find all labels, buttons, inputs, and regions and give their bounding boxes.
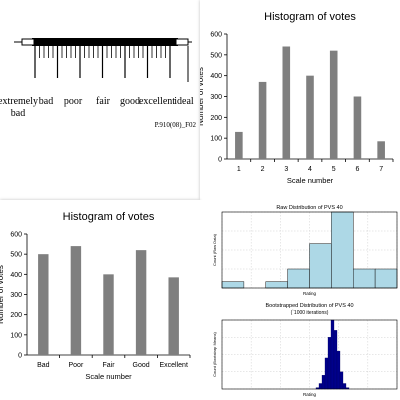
- y-tick-label: 100: [10, 332, 22, 339]
- bar: [309, 243, 332, 289]
- bar: [38, 254, 49, 355]
- histogram-categories-chart: Histogram of votes 0 100 200 300 400 500 600 Bad…: [0, 211, 191, 381]
- bar: [377, 141, 385, 159]
- scale-end-left: [21, 38, 35, 46]
- scale-label: poor: [64, 96, 83, 107]
- x-axis-label: Rating: [303, 291, 317, 296]
- bar: [321, 375, 326, 390]
- y-tick-label: 200: [210, 115, 222, 122]
- y-tick-label: 400: [10, 272, 22, 279]
- bar: [324, 357, 329, 390]
- y-axis-label: Number of votes: [0, 265, 5, 324]
- bar: [168, 277, 179, 355]
- x-tick-label: 7: [379, 166, 383, 173]
- bar: [336, 350, 341, 390]
- bar: [70, 246, 82, 355]
- x-tick-label: 1: [237, 166, 241, 173]
- y-tick-label: 600: [210, 32, 222, 39]
- y-axis-label: Number of votes: [200, 67, 205, 126]
- bar: [327, 337, 332, 390]
- raw-distribution-panel: Raw Distribution of PVS 40 Rating Count (R…: [200, 200, 400, 300]
- bar: [331, 211, 354, 289]
- bar: [353, 96, 362, 159]
- plot-frame: [221, 211, 398, 289]
- y-axis-label: Count (Raw Data): [212, 233, 217, 266]
- x-tick-label: Good: [133, 362, 150, 369]
- bar: [235, 131, 243, 159]
- bar: [318, 383, 323, 390]
- x-tick-label: 2: [261, 166, 265, 173]
- plot-frame: [221, 319, 398, 390]
- y-axis-label: Count (Bootstrap Means): [212, 331, 217, 376]
- bootstrapped-distribution-chart: Bootstrapped Distribution of PVS 40(`100…: [212, 303, 398, 397]
- scale-figure-code: P.910(08)_F02: [155, 121, 197, 129]
- y-tick-label: 500: [210, 52, 222, 59]
- rating-scale-panel: extremely bad bad poor fair good excellent idea…: [0, 0, 200, 185]
- y-tick-label: 200: [10, 312, 22, 319]
- histogram-scale-numbers-panel: Histogram of votes 0 100 200 300 400 500 600 1 2 3…: [200, 0, 400, 200]
- chart-title: Raw Distribution of PVS 40: [276, 205, 342, 211]
- x-tick-label: Excellent: [159, 362, 187, 369]
- x-tick-label: 5: [332, 166, 336, 173]
- bar: [353, 268, 376, 289]
- y-tick-label: 500: [10, 252, 22, 259]
- scale-label: extremely bad: [0, 96, 38, 119]
- y-tick-label: 600: [10, 232, 22, 239]
- bar: [333, 330, 338, 390]
- bar: [374, 268, 398, 289]
- bar: [221, 281, 245, 289]
- chart-title: Histogram of votes: [63, 211, 155, 223]
- y-tick-label: 400: [210, 73, 222, 80]
- x-tick-label: Bad: [37, 362, 50, 369]
- x-tick-label: 4: [308, 166, 312, 173]
- scale-end-right: [175, 38, 189, 46]
- y-tick-label: 300: [10, 292, 22, 299]
- x-tick-label: 6: [355, 166, 359, 173]
- x-axis-label: Rating: [303, 392, 317, 397]
- bar: [306, 75, 314, 159]
- scale-label: fair: [96, 96, 111, 107]
- bar: [103, 274, 114, 355]
- scale-label: excellent: [139, 96, 175, 107]
- bar: [330, 319, 335, 390]
- scale-bar: [32, 38, 178, 46]
- bar: [135, 250, 147, 355]
- bar: [258, 81, 267, 159]
- raw-distribution-chart: Raw Distribution of PVS 40 Rating Count (R…: [212, 205, 398, 296]
- scale-label: ideal: [174, 96, 194, 107]
- bar: [265, 281, 288, 289]
- x-tick-label: 3: [284, 166, 288, 173]
- y-tick-label: 300: [210, 94, 222, 101]
- x-tick-label: Fair: [102, 362, 115, 369]
- bar: [287, 268, 310, 289]
- x-axis-label: Scale number: [287, 176, 334, 185]
- scale-label: bad: [39, 96, 53, 107]
- bootstrapped-distribution-panel: Bootstrapped Distribution of PVS 40 (`100…: [200, 300, 400, 400]
- scale-label: good: [120, 96, 140, 107]
- bar: [282, 46, 291, 159]
- bar: [342, 383, 347, 390]
- y-tick-label: 0: [218, 157, 222, 164]
- chart-subtitle: (`1000 iterations): [291, 310, 329, 316]
- x-axis-label: Scale number: [85, 372, 132, 381]
- y-tick-label: 100: [210, 136, 222, 143]
- chart-title: Histogram of votes: [264, 11, 356, 23]
- bar: [339, 371, 344, 390]
- bar: [329, 50, 338, 159]
- y-tick-label: 0: [18, 353, 22, 360]
- x-tick-label: Poor: [69, 362, 84, 369]
- histogram-scale-numbers-chart: Histogram of votes 0 100 200 300 400 500 600 1 2 3…: [200, 11, 394, 185]
- chart-title: Bootstrapped Distribution of PVS 40: [265, 303, 353, 309]
- histogram-categories-panel: Histogram of votes 0 100 200 300 400 500 600 Bad…: [0, 200, 200, 400]
